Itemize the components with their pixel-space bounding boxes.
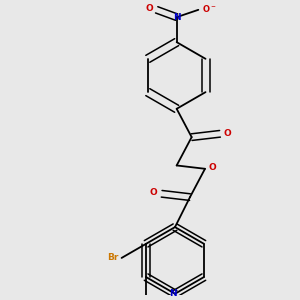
Text: O: O — [150, 188, 158, 196]
Text: N: N — [173, 13, 181, 22]
Text: Br: Br — [108, 254, 119, 262]
Text: O: O — [146, 4, 153, 13]
Text: O: O — [208, 163, 216, 172]
Text: N: N — [169, 289, 177, 298]
Text: O: O — [224, 129, 232, 138]
Text: O$^-$: O$^-$ — [202, 3, 217, 14]
